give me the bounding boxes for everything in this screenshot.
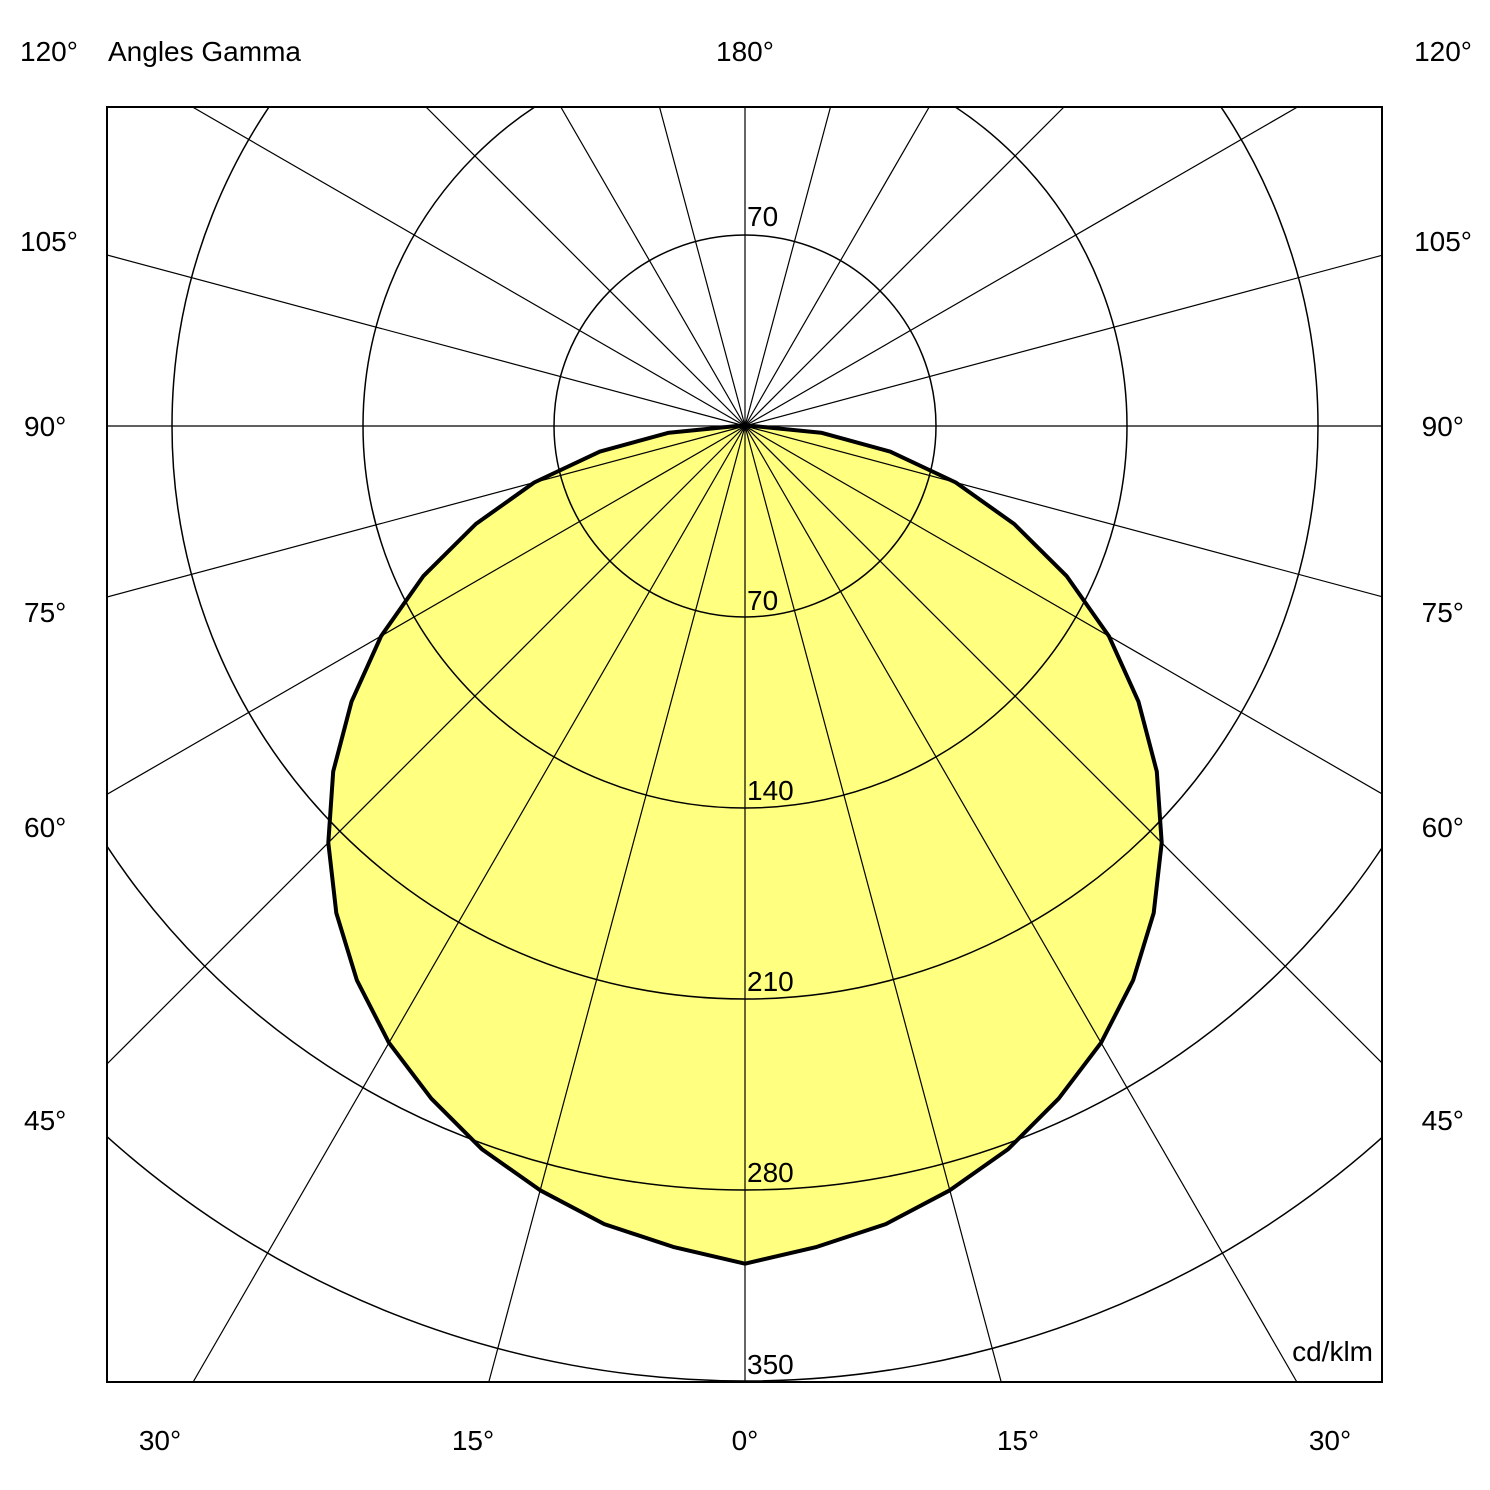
- radial-line-right-30: [744, 425, 1298, 1382]
- ring-label: 210: [747, 966, 794, 997]
- left-angle-label: 90°: [24, 411, 67, 442]
- radial-line-right-75: [744, 425, 1382, 598]
- unit-label: cd/klm: [1292, 1336, 1373, 1367]
- bottom-angle-label: 30°: [1308, 1425, 1352, 1456]
- right-angle-label: 45°: [1421, 1105, 1464, 1136]
- radial-line-left-60: [107, 425, 746, 795]
- left-angle-label: 75°: [24, 597, 67, 628]
- left-angle-label: 105°: [20, 226, 78, 257]
- radial-line-right-15: [744, 425, 1002, 1382]
- radial-line-right-45: [744, 425, 1382, 1064]
- left-angle-label: 45°: [24, 1105, 67, 1136]
- bottom-angle-label: 15°: [451, 1425, 495, 1456]
- chart-title: Angles Gamma: [108, 36, 301, 67]
- bottom-angle-label: 15°: [996, 1425, 1040, 1456]
- ring-label: 70: [747, 585, 779, 616]
- radial-line-right-165: [744, 107, 832, 427]
- radial-line-left-105: [107, 254, 746, 427]
- plot-frame: [106, 106, 1383, 1383]
- radial-line-right-135: [744, 107, 1065, 427]
- radial-line-left-15: [488, 425, 746, 1382]
- radial-line-right-105: [744, 254, 1382, 427]
- left-angle-label: 120°: [20, 36, 78, 67]
- bottom-angle-label: 30°: [138, 1425, 182, 1456]
- radial-line-right-60: [744, 425, 1382, 795]
- right-angle-label: 75°: [1421, 597, 1464, 628]
- right-angle-label: 60°: [1421, 812, 1464, 843]
- ring-label: 140: [747, 775, 794, 806]
- radial-line-left-120: [192, 107, 746, 427]
- bottom-angle-label: 0°: [731, 1425, 759, 1456]
- ring-label: 280: [747, 1157, 794, 1188]
- radial-line-left-75: [107, 425, 746, 598]
- radial-line-left-165: [658, 107, 746, 427]
- radial-line-left-150: [560, 107, 746, 427]
- radial-line-right-150: [744, 107, 930, 427]
- right-angle-label: 120°: [1414, 36, 1472, 67]
- top-angle-label: 180°: [716, 36, 774, 67]
- ring-label: 70: [747, 201, 779, 232]
- radial-line-left-45: [107, 425, 746, 1065]
- right-angle-label: 105°: [1414, 226, 1472, 257]
- intensity-curve: [326, 424, 1164, 1266]
- ring-label: 350: [747, 1349, 794, 1380]
- radial-line-left-30: [192, 425, 746, 1382]
- radial-line-right-120: [744, 107, 1298, 427]
- radial-line-left-135: [425, 107, 746, 427]
- right-angle-label: 90°: [1421, 411, 1464, 442]
- left-angle-label: 60°: [24, 812, 67, 843]
